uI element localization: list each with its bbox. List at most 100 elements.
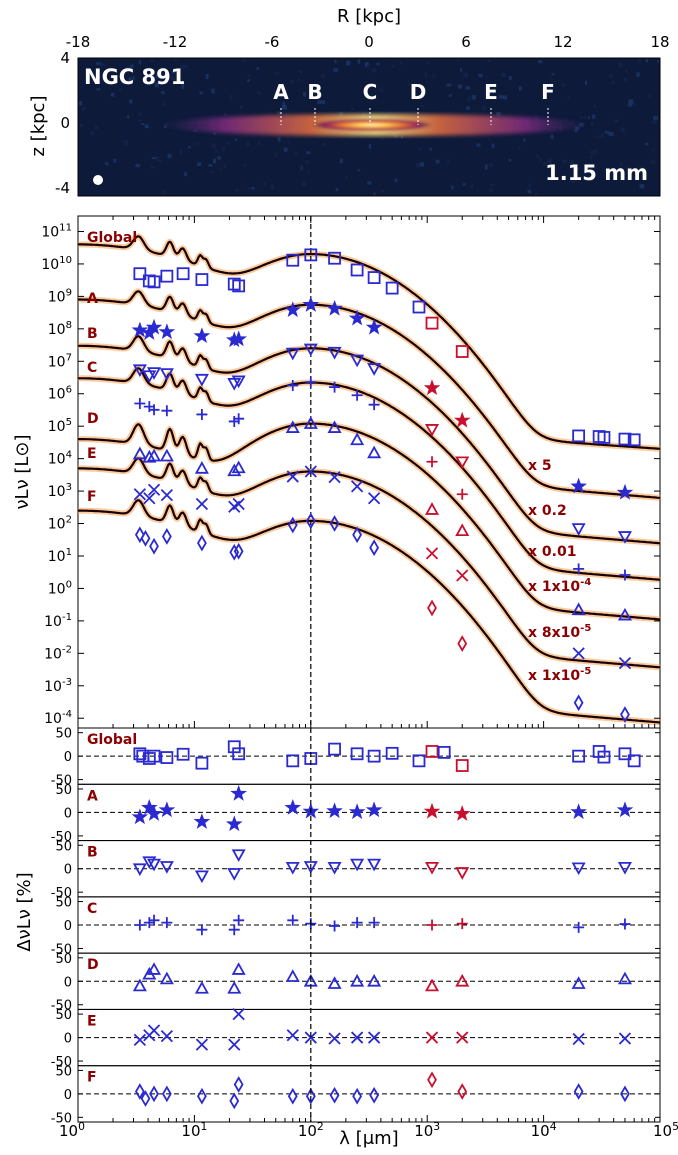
map-noise-speckle — [620, 127, 625, 132]
sed-point-Global — [160, 269, 174, 283]
sed-point-E — [160, 488, 173, 502]
sed-point-E — [147, 483, 161, 496]
sed-point-F — [352, 526, 363, 544]
sed-ytick-label: 102 — [48, 515, 72, 533]
sed-point-Global — [304, 248, 318, 262]
galactic-disk-core — [312, 119, 432, 131]
sed-point-D — [303, 416, 318, 429]
map-noise-speckle — [322, 142, 326, 146]
map-frame — [77, 57, 661, 197]
map-noise-speckle — [645, 142, 649, 146]
sed-point-B — [285, 347, 300, 361]
map-noise-speckle — [603, 166, 606, 171]
residual-point-F — [329, 1086, 340, 1104]
map-noise-speckle — [129, 99, 133, 104]
sed-point-A — [193, 327, 211, 344]
map-noise-speckle — [463, 182, 466, 186]
residual-ytick-label: 0 — [64, 1088, 72, 1103]
map-ytick-label: 4 — [60, 49, 70, 67]
map-noise-speckle — [448, 94, 452, 97]
map-noise-speckle — [447, 159, 450, 164]
residual-point-A — [616, 801, 634, 818]
map-noise-speckle — [214, 149, 217, 154]
map-noise-speckle — [368, 144, 372, 149]
map-noise-speckle — [138, 60, 142, 65]
map-noise-speckle — [79, 100, 83, 106]
map-noise-speckle — [146, 83, 150, 87]
residual-point-E — [572, 1032, 585, 1046]
residual-point-E — [350, 1031, 364, 1044]
map-noise-speckle — [284, 89, 288, 94]
map-noise-speckle — [551, 73, 555, 76]
sed-point-Global — [425, 316, 439, 330]
sed-point-B — [455, 456, 470, 470]
residual-point-C — [148, 914, 160, 926]
residual-ytick-label: -50 — [51, 830, 72, 845]
residual-point-Global — [437, 745, 451, 759]
map-noise-speckle — [235, 138, 238, 142]
map-noise-speckle — [219, 167, 222, 171]
residual-point-D — [327, 976, 342, 989]
map-noise-speckle — [489, 183, 494, 187]
map-xtick-label: 12 — [553, 33, 572, 51]
sed-point-B — [617, 531, 632, 544]
region-label-F: F — [541, 80, 555, 104]
sed-point-E — [232, 497, 245, 511]
sed-point-C — [619, 569, 631, 581]
map-noise-speckle — [523, 138, 526, 142]
residual-point-B — [367, 858, 382, 872]
map-noise-speckle — [593, 104, 596, 108]
map-noise-speckle — [242, 58, 246, 63]
residual-point-A — [141, 799, 158, 815]
residual-point-B — [231, 849, 246, 862]
sed-point-Global — [328, 251, 341, 265]
map-noise-speckle — [242, 164, 247, 167]
map-noise-speckle — [174, 78, 177, 82]
map-noise-speckle — [653, 116, 658, 120]
sed-scales: x 5 x 0.2 x 0.01 x 1x10-4 x 8x10-5 x 1x10-5 — [528, 458, 591, 684]
region-label-D: D — [410, 80, 427, 104]
residual-point-Global — [160, 751, 174, 764]
residual-point-A — [158, 801, 176, 818]
map-noise-speckle — [498, 95, 504, 99]
residual-point-D — [455, 973, 470, 987]
residual-label-D: D — [87, 957, 99, 973]
sed-point-A — [616, 483, 634, 500]
residual-point-Global — [572, 749, 586, 763]
residual-point-D — [617, 971, 632, 985]
sed-model-line-A — [78, 290, 661, 499]
residual-point-C — [196, 924, 208, 936]
sed-series-label-B: B — [87, 326, 98, 342]
residual-point-C — [351, 917, 363, 929]
sed-model-line-Global — [78, 235, 661, 450]
map-noise-speckle — [297, 78, 301, 81]
sed-yticks: 1011 1010 109 108 107 106 105 104 103 102 101 100 10… — [41, 222, 660, 727]
map-xtick-label: -12 — [163, 33, 188, 51]
sed-point-Global — [232, 279, 246, 293]
map-noise-speckle — [594, 149, 598, 154]
residual-point-A — [131, 808, 149, 825]
map-noise-speckle — [508, 159, 512, 162]
residual-label-Global: Global — [87, 732, 137, 748]
sed-point-D — [571, 602, 586, 616]
sed-point-E — [143, 492, 156, 505]
residual-point-B — [285, 862, 300, 875]
residual-point-D — [424, 978, 440, 992]
map-noise-speckle — [528, 183, 531, 188]
sed-point-E — [195, 497, 209, 511]
residual-point-B — [142, 856, 157, 870]
sed-point-B — [159, 368, 174, 381]
map-noise-speckle — [150, 60, 155, 63]
residual-point-A — [348, 803, 366, 820]
sed-point-C — [573, 563, 585, 575]
sed-points — [131, 248, 641, 723]
map-xtick-label: 6 — [461, 33, 471, 51]
residual-point-D — [367, 973, 382, 987]
sed-ytick-label: 107 — [48, 352, 72, 370]
map-noise-speckle — [638, 166, 644, 170]
map-noise-speckle — [161, 91, 165, 94]
map-noise-speckle — [128, 77, 132, 83]
sed-point-Global — [133, 267, 147, 281]
residual-point-F — [352, 1087, 363, 1105]
residual-point-C — [619, 918, 631, 930]
